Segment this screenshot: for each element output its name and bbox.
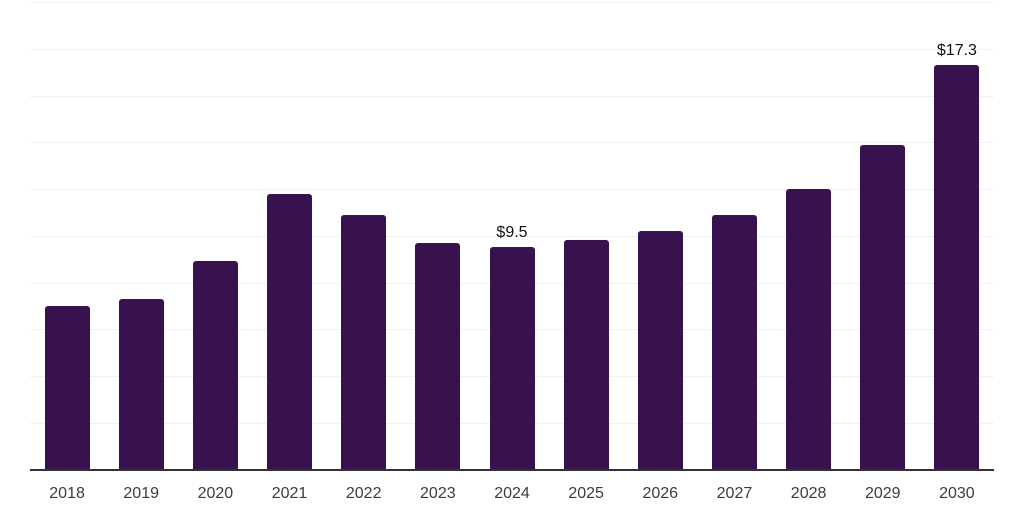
value-label-2030: $17.3 bbox=[936, 42, 977, 60]
x-axis-label-2023: 2023 bbox=[420, 485, 456, 502]
x-axis-label-2026: 2026 bbox=[642, 485, 679, 502]
gridline bbox=[30, 235, 994, 237]
x-axis-label-2019: 2019 bbox=[123, 485, 159, 502]
x-axis-line bbox=[30, 469, 994, 471]
bar-2024[interactable] bbox=[489, 247, 535, 470]
bar-2018[interactable] bbox=[44, 305, 90, 470]
bar-2028[interactable] bbox=[786, 189, 832, 470]
x-axis-label-2029: 2029 bbox=[864, 485, 901, 502]
bar-2026[interactable] bbox=[637, 231, 683, 470]
x-axis-label-2025: 2025 bbox=[568, 485, 604, 502]
bar-2019[interactable] bbox=[118, 298, 164, 470]
plot-area: 2018 2019 2020 2021 2022 2023 2024 2025 2026 2027… bbox=[30, 0, 994, 512]
gridline bbox=[30, 2, 994, 3]
x-axis-label-2020: 2020 bbox=[197, 485, 234, 502]
bar-2022[interactable] bbox=[341, 214, 387, 470]
x-axis-label-2022: 2022 bbox=[345, 485, 382, 502]
gridline bbox=[30, 95, 994, 97]
bar-2025[interactable] bbox=[563, 240, 609, 470]
gridline bbox=[30, 142, 994, 144]
gridline bbox=[30, 48, 994, 50]
x-axis-label-2024: 2024 bbox=[494, 485, 530, 502]
x-axis-label-2018: 2018 bbox=[49, 485, 85, 502]
gridline bbox=[30, 189, 994, 190]
x-axis-label-2021: 2021 bbox=[271, 485, 308, 502]
value-label-2024: $9.5 bbox=[496, 224, 528, 242]
bar-2020[interactable] bbox=[192, 261, 238, 470]
bar-2023[interactable] bbox=[415, 242, 461, 470]
x-axis-label-2028: 2028 bbox=[790, 485, 827, 502]
x-axis-label-2027: 2027 bbox=[716, 485, 753, 502]
bar-2027[interactable] bbox=[711, 214, 757, 470]
bar-2030[interactable] bbox=[934, 65, 980, 470]
bar-2021[interactable] bbox=[267, 193, 313, 470]
x-axis-label-2030: 2030 bbox=[939, 485, 975, 502]
bar-2029[interactable] bbox=[860, 144, 906, 470]
